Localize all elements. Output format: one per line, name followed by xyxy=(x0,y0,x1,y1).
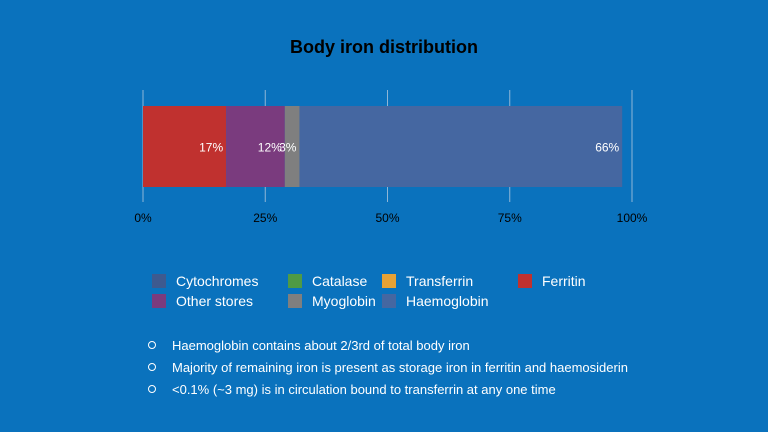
x-tick-label: 0% xyxy=(134,211,152,225)
legend-item-other-stores: Other stores xyxy=(152,292,288,309)
legend-label: Catalase xyxy=(312,272,368,289)
notes-list: Haemoglobin contains about 2/3rd of tota… xyxy=(148,334,628,400)
legend-swatch xyxy=(288,273,302,288)
bullet-icon xyxy=(148,341,156,349)
legend-label: Transferrin xyxy=(406,272,474,289)
bar-segment xyxy=(143,106,227,187)
bar-segment xyxy=(226,106,285,187)
bullet-icon xyxy=(148,363,156,371)
legend-label: Haemoglobin xyxy=(406,292,489,309)
legend-swatch xyxy=(518,273,532,288)
bar-chart: 0% 25% 50% 75% 100% 17% 12%3% 66% xyxy=(134,90,648,225)
legend-item-ferritin: Ferritin xyxy=(518,272,628,289)
data-label: 12% xyxy=(258,141,282,155)
data-label: 66% xyxy=(595,141,619,155)
legend-item-catalase: Catalase xyxy=(288,272,382,289)
legend-item-transferrin: Transferrin xyxy=(382,272,518,289)
legend-swatch xyxy=(152,293,166,308)
legend-item-haemoglobin: Haemoglobin xyxy=(382,292,518,309)
legend-item-myoglobin: Myoglobin xyxy=(288,292,382,309)
bullet-icon xyxy=(148,385,156,393)
legend-swatch xyxy=(288,293,302,308)
legend-label: Ferritin xyxy=(542,272,586,289)
note-text: Majority of remaining iron is present as… xyxy=(172,359,628,375)
note-item: <0.1% (~3 mg) is in circulation bound to… xyxy=(148,378,628,400)
chart-legend: Cytochromes Catalase Transferrin Ferriti… xyxy=(152,272,652,309)
legend-label: Cytochromes xyxy=(176,272,259,289)
x-tick-label: 50% xyxy=(375,211,399,225)
bar-segment xyxy=(284,106,300,187)
data-label: 17% xyxy=(199,141,223,155)
legend-swatch xyxy=(152,273,166,288)
legend-label: Other stores xyxy=(176,292,254,309)
legend-swatch xyxy=(382,273,396,288)
x-tick-label: 25% xyxy=(253,211,277,225)
note-text: Haemoglobin contains about 2/3rd of tota… xyxy=(172,337,470,353)
note-item: Haemoglobin contains about 2/3rd of tota… xyxy=(148,334,628,356)
x-tick-label: 100% xyxy=(617,211,648,225)
legend-item-cytochromes: Cytochromes xyxy=(152,272,288,289)
bar-segment xyxy=(299,106,623,187)
data-label: 3% xyxy=(279,141,297,155)
chart-title: Body iron distribution xyxy=(290,37,478,57)
x-tick-label: 75% xyxy=(498,211,522,225)
legend-swatch xyxy=(382,293,396,308)
note-text: <0.1% (~3 mg) is in circulation bound to… xyxy=(172,381,556,397)
legend-label: Myoglobin xyxy=(312,292,376,309)
note-item: Majority of remaining iron is present as… xyxy=(148,356,628,378)
